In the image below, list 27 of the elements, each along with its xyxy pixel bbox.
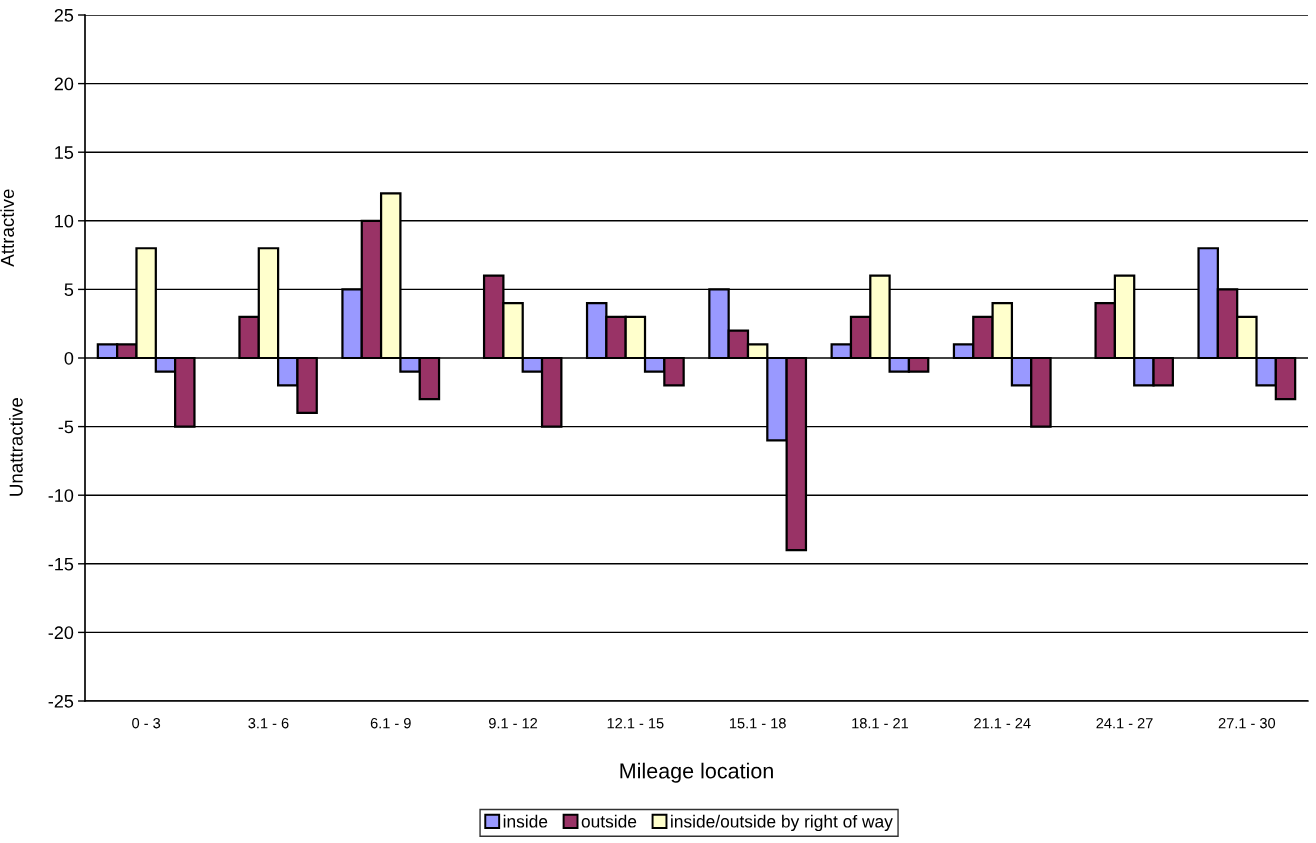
y-tick-label: 5 [64,283,74,297]
x-tick-label: 24.1 - 27 [1096,718,1153,729]
y-tick-label: 0 [64,351,74,365]
x-tick-label: 21.1 - 24 [974,718,1031,729]
legend-label: outside [581,814,637,828]
y-tick-label: -20 [48,626,74,640]
x-tick-label: 12.1 - 15 [607,718,664,729]
x-tick-label: 9.1 - 12 [489,718,538,729]
x-tick-label: 3.1 - 6 [248,718,289,729]
x-tick-label: 0 - 3 [132,718,161,729]
y-tick-label: 25 [54,8,74,22]
y-tick-label: -5 [58,420,74,434]
y-tick-label: -25 [48,694,74,708]
y-tick-label: -10 [48,489,74,502]
y-tick-label: 15 [55,146,74,159]
legend-label: inside/outside by right of way [671,814,893,832]
x-tick-label: 6.1 - 9 [370,718,411,729]
x-tick-label: 15.1 - 18 [729,718,786,729]
legend-label: inside [503,814,548,828]
y-tick-label: -15 [48,557,74,571]
x-tick-label: 27.1 - 30 [1218,718,1276,729]
y-axis-title: Attractive [0,189,15,267]
y-tick-label: 10 [55,214,74,228]
text: Unattractive [9,397,23,496]
y-tick-label: 20 [54,77,74,91]
x-axis-title: Mileage location [620,762,773,783]
x-tick-label: 18.1 - 21 [852,718,909,729]
